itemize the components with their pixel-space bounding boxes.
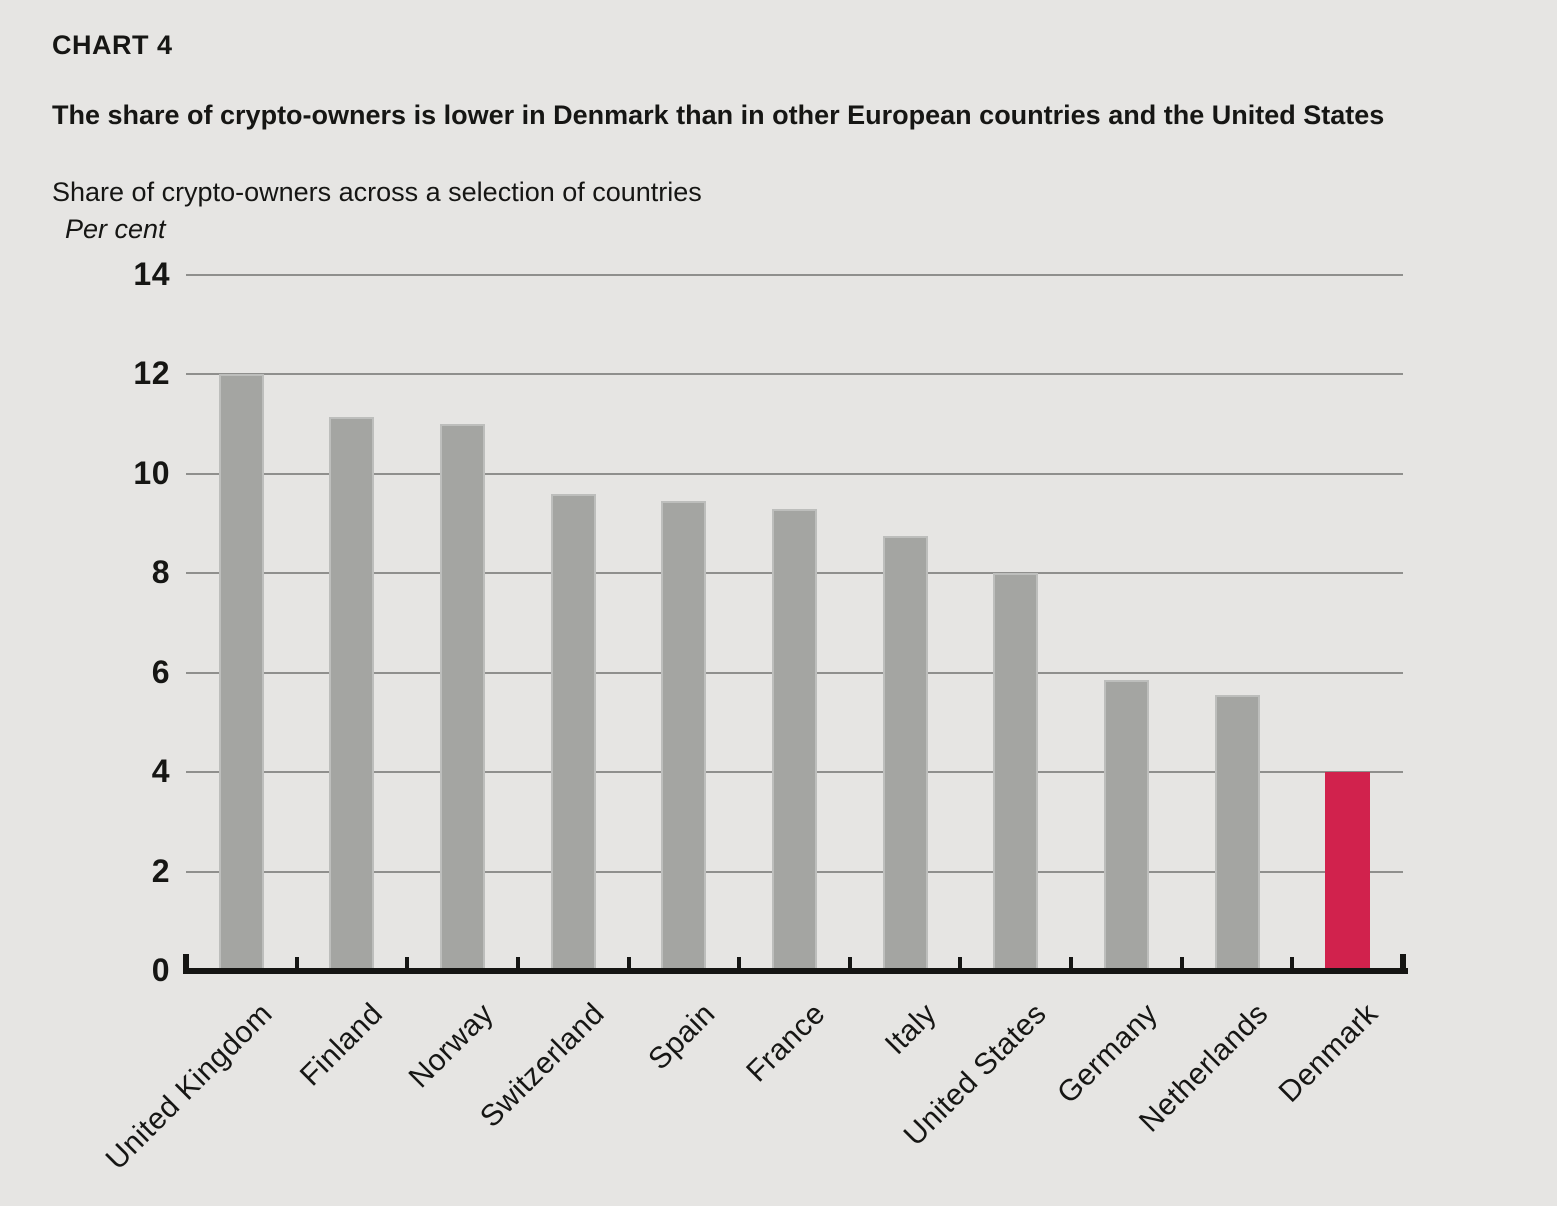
x-axis-label-france: France (740, 997, 832, 1089)
y-tick-label-2: 2 (151, 852, 170, 889)
x-axis-tick (1290, 957, 1295, 968)
y-axis-unit-label: Per cent (65, 214, 166, 244)
chart-title: The share of crypto-owners is lower in D… (52, 100, 1385, 130)
bar-norway (440, 424, 486, 971)
y-tick-label-4: 4 (151, 752, 170, 789)
x-axis-tick (1400, 954, 1406, 968)
x-axis-label-finland: Finland (293, 997, 390, 1093)
x-axis-label-germany: Germany (1050, 997, 1164, 1111)
bar-switzerland (550, 493, 596, 971)
y-tick-label-8: 8 (151, 554, 170, 591)
x-axis-line (183, 968, 1408, 974)
x-axis-tick (515, 957, 520, 968)
x-axis-label-norway: Norway (402, 997, 500, 1095)
y-tick-label-0: 0 (151, 951, 170, 988)
bar-denmark (1325, 772, 1371, 971)
x-axis-tick (737, 957, 742, 968)
gridline-14 (186, 274, 1403, 276)
x-axis-tick (405, 957, 410, 968)
bar-finland (329, 416, 375, 971)
bar-united-states (993, 573, 1039, 971)
bar-spain (661, 501, 707, 971)
x-axis-tick (958, 957, 963, 968)
x-axis-tick (847, 957, 852, 968)
x-axis-tick (183, 954, 189, 968)
y-tick-label-14: 14 (133, 255, 170, 292)
y-tick-label-12: 12 (133, 355, 170, 392)
x-axis-label-denmark: Denmark (1273, 997, 1386, 1109)
bar-italy (882, 536, 928, 971)
chart-number: CHART 4 (52, 30, 173, 60)
chart-subtitle: Share of crypto-owners across a selectio… (52, 177, 702, 207)
x-axis-tick (1179, 957, 1184, 968)
x-axis-label-united-kingdom: United Kingdom (99, 997, 279, 1177)
bar-netherlands (1214, 695, 1260, 971)
x-axis-label-spain: Spain (641, 997, 722, 1077)
x-axis-label-italy: Italy (878, 997, 943, 1062)
y-tick-label-6: 6 (151, 653, 170, 690)
bar-france (772, 508, 817, 971)
bar-united-kingdom (218, 374, 264, 971)
x-axis-tick (626, 957, 631, 968)
gridline-12 (186, 373, 1403, 376)
x-axis-tick (294, 957, 299, 968)
y-tick-label-10: 10 (133, 454, 170, 491)
bar-germany (1103, 680, 1149, 971)
x-axis-tick (1069, 957, 1074, 968)
gridline-10 (186, 472, 1403, 475)
